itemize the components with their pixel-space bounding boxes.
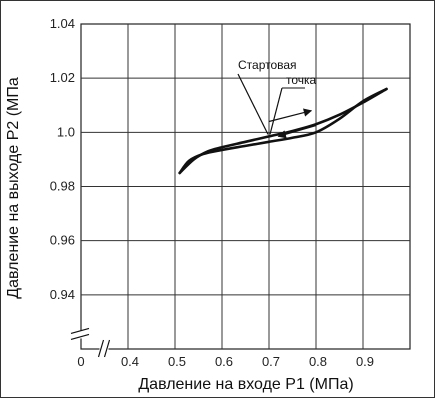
annotation-layer: Стартовая точка: [237, 58, 317, 139]
y-tick-label: 1.0: [57, 124, 75, 139]
annotation-leader-line: [269, 87, 283, 135]
y-axis-label: Давление на выходе P2 (МПа: [5, 77, 22, 299]
y-tick-label: 1.02: [50, 70, 75, 85]
x-axis-break-mark: [103, 339, 111, 358]
tick-label-layer: 0 0.4 0.5 0.6 0.7 0.8 0.9 1.04 1.02 1.0 0.98 0.96 0.…: [50, 16, 374, 369]
y-axis-break-gap: [73, 330, 89, 339]
y-tick-label: 0.98: [50, 179, 75, 194]
y-tick-label: 0.94: [50, 287, 75, 302]
x-tick-label: 0.6: [215, 354, 233, 369]
x-tick-label: 0.5: [168, 354, 186, 369]
annotation-leader-line: [237, 73, 269, 135]
x-tick-label: 0: [77, 354, 84, 369]
grid-layer: [80, 23, 411, 350]
series-line-2: [178, 87, 388, 175]
series-line-1: [178, 87, 388, 175]
y-tick-label: 0.96: [50, 233, 75, 248]
annotation-label-line2: точка: [286, 73, 317, 87]
direction-arrow-increasing: [268, 108, 313, 123]
series-layer: [178, 87, 388, 175]
x-tick-label: 0.8: [309, 354, 327, 369]
direction-arrow-decreasing: [277, 124, 317, 139]
y-tick-label: 1.04: [50, 16, 75, 31]
y-axis-break-mark: [70, 327, 90, 335]
axis-break-layer: [70, 327, 111, 358]
annotation-label-line1: Стартовая: [238, 58, 297, 72]
x-tick-label: 0.7: [262, 354, 280, 369]
x-axis-break-gap: [99, 341, 109, 357]
x-axis-break-mark: [97, 339, 105, 358]
y-axis-break-mark: [70, 333, 90, 341]
x-tick-label: 0.9: [356, 354, 374, 369]
x-tick-label: 0.4: [121, 354, 139, 369]
x-axis-label: Давление на входе P1 (МПа): [138, 376, 353, 393]
